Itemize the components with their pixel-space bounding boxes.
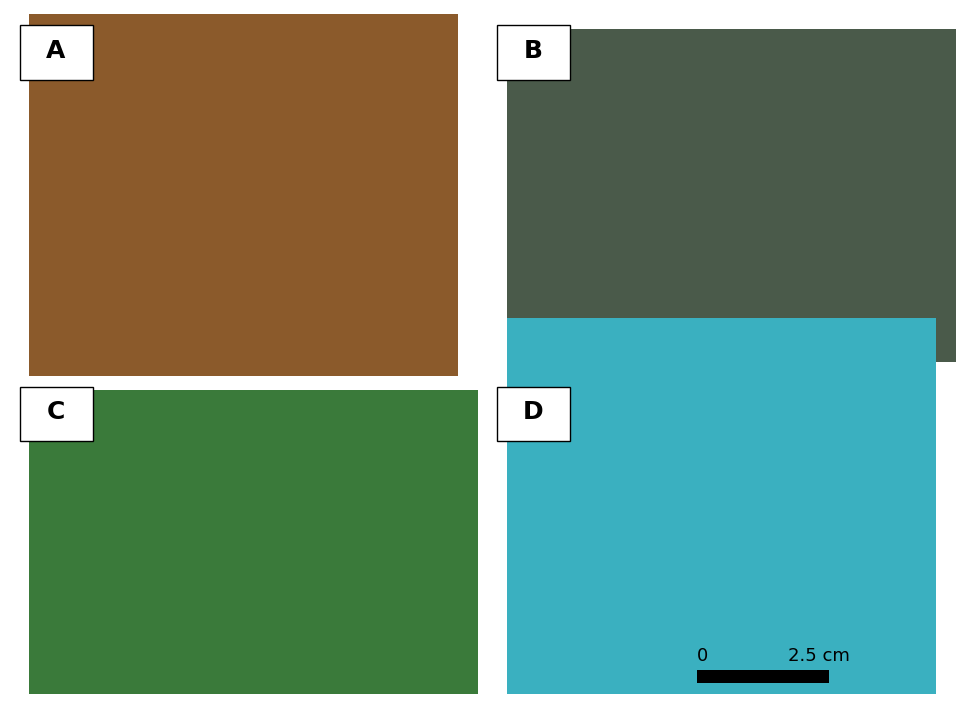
FancyBboxPatch shape [20, 25, 93, 80]
Text: D: D [523, 400, 544, 424]
FancyBboxPatch shape [29, 14, 458, 376]
Text: 2.5 cm: 2.5 cm [788, 647, 850, 665]
Text: 0: 0 [696, 647, 708, 665]
Text: A: A [46, 38, 65, 63]
Text: C: C [47, 400, 64, 424]
FancyBboxPatch shape [497, 25, 570, 80]
FancyBboxPatch shape [497, 387, 570, 441]
Bar [697, 670, 829, 683]
FancyBboxPatch shape [507, 318, 936, 694]
FancyBboxPatch shape [20, 387, 93, 441]
Text: B: B [524, 38, 543, 63]
FancyBboxPatch shape [507, 29, 956, 362]
FancyBboxPatch shape [29, 390, 478, 694]
